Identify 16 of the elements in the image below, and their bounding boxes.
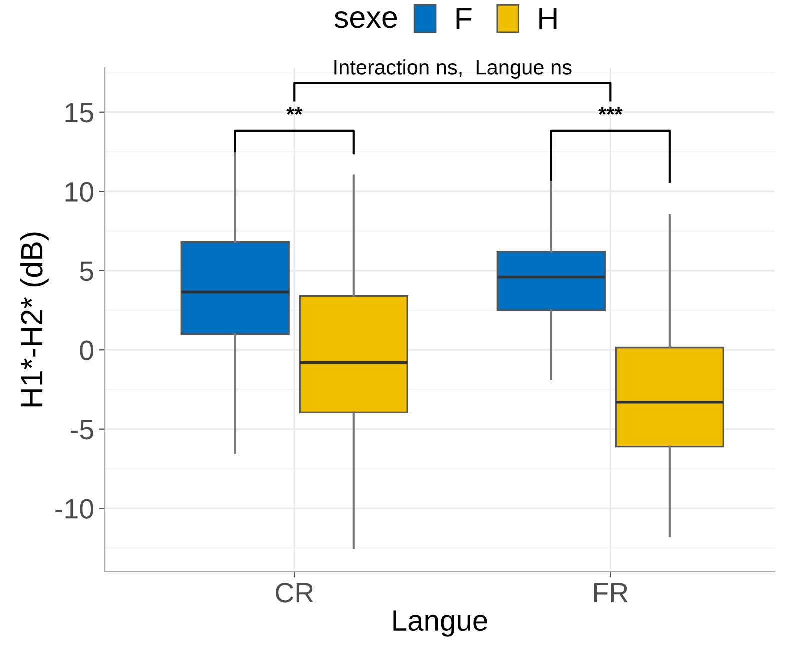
y-tick-label: 15: [66, 103, 94, 123]
annotation: ***: [598, 107, 623, 115]
x-tick-label: CR: [276, 583, 314, 603]
x-axis-title: Langue: [394, 610, 488, 637]
y-axis-title: H1*-H2* (dB): [20, 232, 49, 407]
y-tick-label: 10: [66, 182, 94, 202]
y-tick-label: -5: [71, 420, 94, 440]
legend-label: F: [456, 8, 472, 30]
legend-label: H: [540, 8, 557, 30]
y-tick-label: -10: [56, 499, 94, 519]
annotation: Interaction ns, Langue ns: [334, 60, 572, 79]
annotation: **: [286, 107, 303, 115]
legend-title: sexe: [334, 12, 398, 28]
y-tick-label: 0: [80, 340, 94, 360]
y-tick-label: 5: [80, 262, 94, 282]
x-tick-label: FR: [594, 583, 628, 603]
